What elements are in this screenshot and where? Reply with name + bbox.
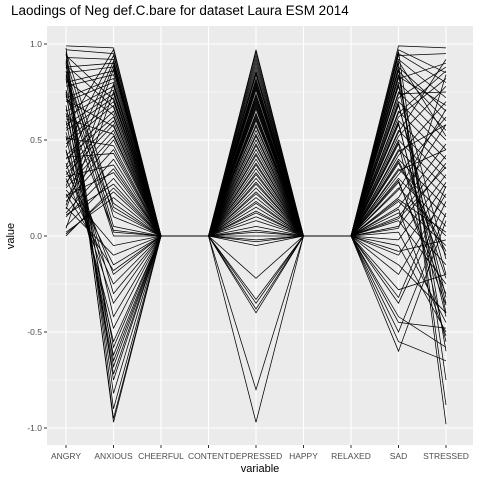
series-line-57 xyxy=(65,79,447,295)
series-line-39 xyxy=(65,187,447,285)
series-line-20 xyxy=(65,123,447,343)
series-line-27 xyxy=(65,120,447,237)
series-line-28 xyxy=(65,123,447,256)
series-line-63 xyxy=(65,55,447,279)
series-line-68 xyxy=(65,109,447,237)
x-tick-label-stressed: STRESSED xyxy=(423,451,469,461)
series-line-15 xyxy=(65,85,447,237)
series-line-65 xyxy=(65,80,447,252)
series-line-46 xyxy=(65,109,447,279)
y-tick-label: 0.5 xyxy=(30,135,42,145)
series-line-36 xyxy=(65,143,447,237)
y-tick-label: 1.0 xyxy=(30,39,42,49)
series-line-61 xyxy=(65,83,447,317)
x-tick-label-angry: ANGRY xyxy=(51,451,81,461)
series-line-56 xyxy=(65,73,447,318)
axes: 1.0 0.5 0.0 -0.5 -1.0 ANGRY ANXIOUS CHEERFUL CON… xyxy=(27,39,469,461)
series-line-11 xyxy=(65,81,447,375)
series-line-71 xyxy=(65,166,447,237)
x-tick-label-content: CONTENT xyxy=(188,451,229,461)
series-line-13 xyxy=(65,81,447,237)
series-line-30 xyxy=(65,116,447,237)
series-line-38 xyxy=(65,155,447,237)
chart-title: Laodings of Neg def.C.bare for dataset L… xyxy=(11,3,349,18)
series-layer xyxy=(65,45,447,425)
series-line-16 xyxy=(65,89,447,275)
series-line-67 xyxy=(65,118,447,306)
series-line-26 xyxy=(65,101,447,305)
series-line-29 xyxy=(65,168,447,285)
series-line-23 xyxy=(65,139,447,330)
series-line-44 xyxy=(65,74,447,256)
y-axis-title: value xyxy=(5,223,17,249)
series-line-75 xyxy=(65,95,447,329)
series-line-69 xyxy=(65,152,447,237)
series-line-43 xyxy=(65,66,447,333)
series-line-49 xyxy=(65,60,447,348)
series-line-37 xyxy=(65,168,447,266)
y-tick-label: -0.5 xyxy=(27,327,42,337)
series-line-33 xyxy=(65,139,447,237)
series-line-34 xyxy=(65,124,447,237)
series-line-21 xyxy=(65,100,447,237)
x-tick-label-happy: HAPPY xyxy=(289,451,318,461)
series-line-42 xyxy=(65,59,447,241)
series-line-74 xyxy=(65,76,447,299)
x-tick-label-relaxed: RELAXED xyxy=(331,451,371,461)
series-line-64 xyxy=(65,64,447,237)
series-line-35 xyxy=(65,200,447,256)
x-tick-label-sad: SAD xyxy=(390,451,407,461)
series-line-62 xyxy=(65,59,447,237)
series-line-54 xyxy=(65,60,447,363)
x-axis-title: variable xyxy=(241,463,280,475)
series-line-52 xyxy=(65,47,447,409)
series-line-40 xyxy=(65,162,447,237)
series-line-58 xyxy=(65,83,447,276)
series-line-47 xyxy=(65,48,447,304)
series-line-53 xyxy=(65,51,447,394)
series-line-18 xyxy=(65,78,447,237)
series-line-66 xyxy=(65,99,447,237)
series-line-24 xyxy=(65,110,447,342)
series-line-60 xyxy=(65,70,447,247)
series-line-12 xyxy=(65,78,447,313)
series-line-25 xyxy=(65,116,447,237)
series-line-32 xyxy=(65,181,447,294)
series-line-14 xyxy=(65,66,447,368)
series-line-17 xyxy=(65,110,447,357)
series-line-70 xyxy=(65,164,447,336)
series-line-48 xyxy=(65,54,447,310)
x-tick-label-depressed: DEPRESSED xyxy=(230,451,282,461)
series-line-22 xyxy=(65,85,447,237)
series-line-59 xyxy=(65,86,447,298)
series-line-41 xyxy=(65,51,447,323)
y-tick-label: 0.0 xyxy=(30,231,42,241)
series-line-45 xyxy=(65,89,447,314)
series-line-73 xyxy=(65,191,447,252)
series-line-50 xyxy=(65,63,447,391)
series-line-19 xyxy=(65,97,447,237)
series-line-72 xyxy=(65,74,447,237)
series-line-51 xyxy=(65,67,447,362)
y-tick-label: -1.0 xyxy=(27,423,42,433)
x-tick-label-cheerful: CHEERFUL xyxy=(138,451,184,461)
x-tick-label-anxious: ANXIOUS xyxy=(94,451,133,461)
series-line-31 xyxy=(65,135,447,237)
series-line-55 xyxy=(65,68,447,406)
